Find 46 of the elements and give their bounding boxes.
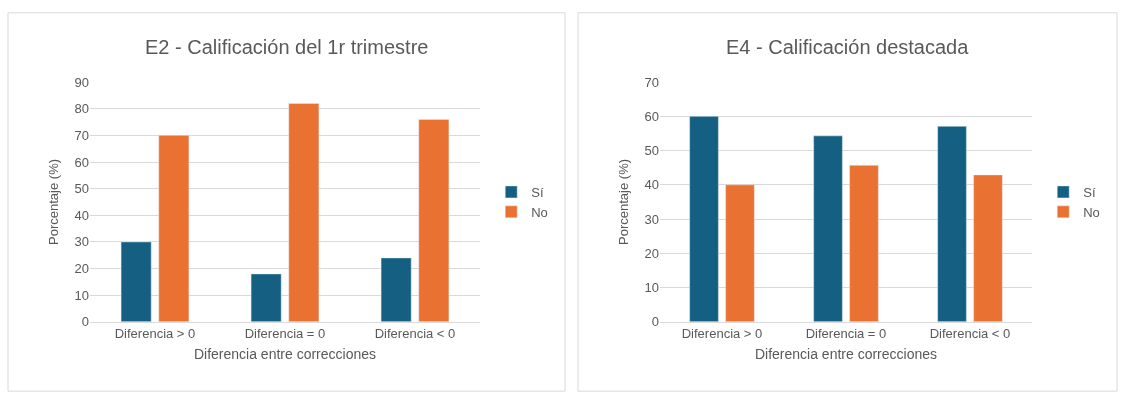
bar (813, 135, 843, 322)
bar (288, 103, 320, 322)
bar (158, 135, 190, 322)
y-tick-label: 50 (644, 143, 659, 159)
chart-title: E4 - Calificación destacada (726, 36, 970, 58)
x-axis-title: Diferencia entre correcciones (193, 345, 377, 362)
x-axis-title: Diferencia entre correcciones (754, 345, 938, 362)
y-tick-label: 70 (644, 74, 659, 90)
bar (250, 273, 282, 322)
bar (418, 119, 450, 322)
x-tick-label: Diferencia < 0 (929, 326, 1011, 342)
y-tick-label: 20 (644, 245, 659, 261)
bar (937, 126, 967, 322)
legend-label: Sí (1083, 184, 1096, 200)
y-axis-title: Porcentaje (%) (46, 158, 62, 245)
y-tick-label: 60 (74, 154, 89, 170)
x-tick-label: Diferencia = 0 (805, 326, 887, 342)
y-tick-label: 50 (74, 181, 89, 197)
bar (973, 174, 1003, 322)
chart-title: E2 - Calificación del 1r trimestre (145, 36, 429, 58)
bar (380, 257, 412, 322)
bar (120, 241, 152, 322)
x-tick-label: Diferencia = 0 (244, 326, 326, 342)
x-tick-label: Diferencia > 0 (114, 326, 196, 342)
y-tick-label: 40 (644, 177, 659, 193)
y-tick-label: 20 (74, 261, 89, 277)
y-tick-label: 10 (644, 280, 659, 296)
y-tick-label: 40 (74, 207, 89, 223)
y-tick-label: 90 (74, 74, 89, 90)
y-tick-label: 0 (81, 314, 89, 330)
y-tick-label: 80 (74, 101, 89, 117)
y-axis-title: Porcentaje (%) (616, 158, 632, 245)
bar (689, 116, 719, 322)
y-tick-label: 70 (74, 127, 89, 143)
x-tick-label: Diferencia > 0 (681, 326, 763, 342)
x-tick-label: Diferencia < 0 (374, 326, 456, 342)
legend-label: No (1083, 204, 1100, 220)
bar (849, 165, 879, 322)
legend-label: No (531, 204, 548, 220)
y-tick-label: 0 (651, 314, 659, 330)
y-tick-label: 30 (74, 234, 89, 250)
y-tick-label: 30 (644, 211, 659, 227)
y-tick-label: 10 (74, 287, 89, 303)
bar (725, 184, 755, 322)
y-tick-label: 60 (644, 108, 659, 124)
legend-label: Sí (531, 184, 544, 200)
